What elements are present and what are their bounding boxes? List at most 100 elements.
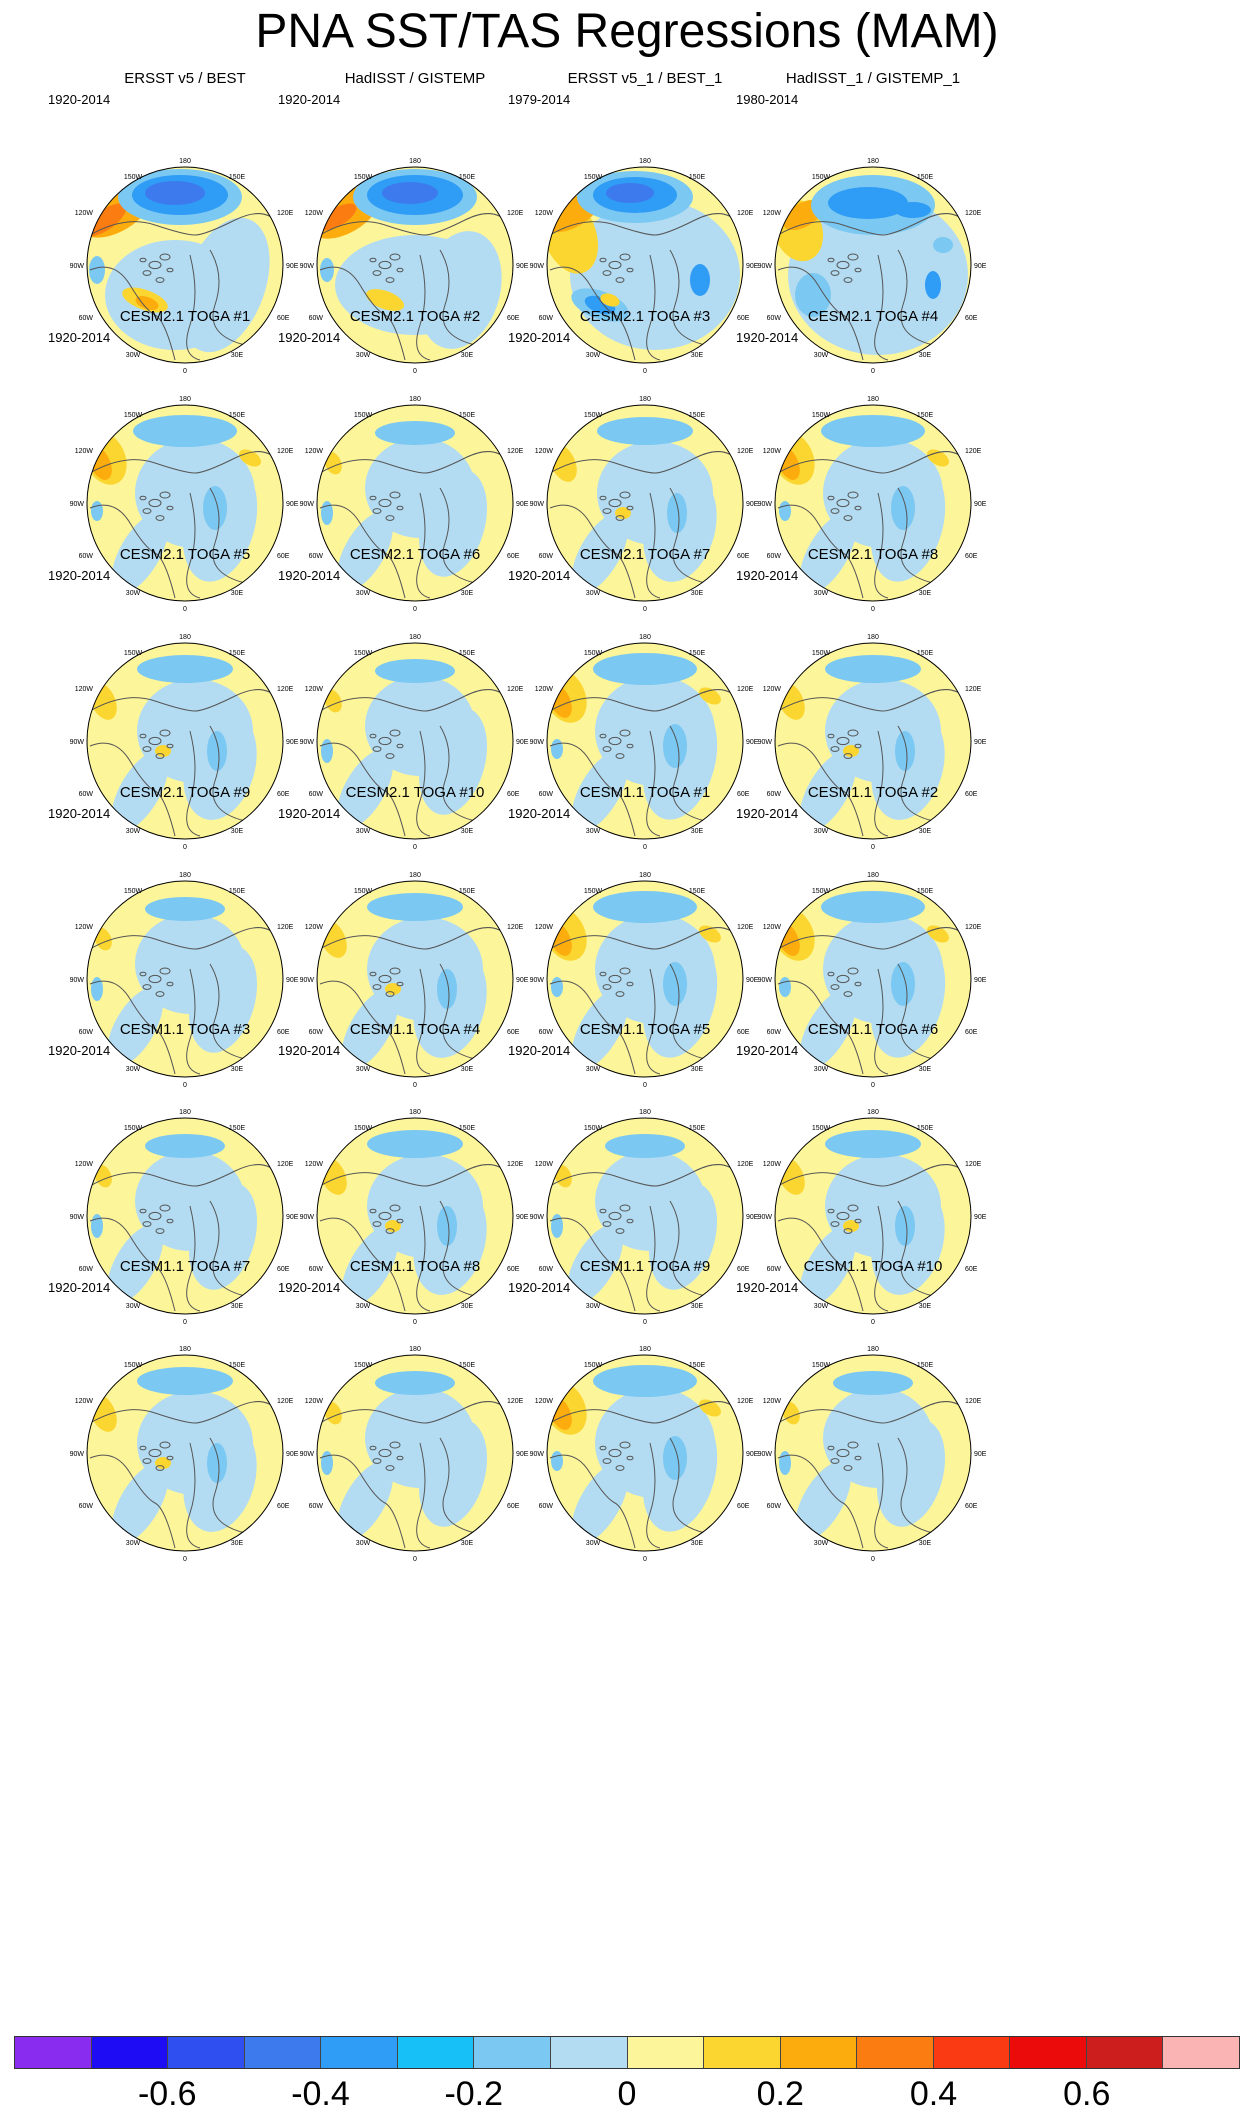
coastlines	[89, 451, 281, 599]
island-outline	[847, 491, 859, 499]
map-panel: 180 150W 150E 120W 120E 90W 90E 60W 60E 30W 30E 0 CE…	[490, 1258, 800, 1578]
coastline	[439, 1200, 476, 1297]
coastline	[777, 504, 864, 599]
coastline	[646, 492, 661, 599]
longitude-label: 150W	[584, 1362, 603, 1369]
longitude-label: 0	[871, 844, 875, 851]
field-contour	[606, 183, 654, 203]
island-outline	[602, 984, 612, 990]
longitude-label: 120E	[507, 924, 524, 931]
coastline	[439, 249, 476, 346]
longitude-label: 150W	[812, 650, 831, 657]
panel-title: CESM1.1 TOGA #7	[119, 1258, 251, 1275]
longitude-label: 30W	[586, 828, 601, 835]
coastline	[646, 1442, 661, 1549]
coastline	[874, 1205, 889, 1312]
field-contour	[385, 983, 401, 995]
polar-map: 180 150W 150E 120W 120E 90W 90E 60W 60E 30W 30E 0	[758, 634, 987, 851]
longitude-label: 30E	[461, 352, 474, 359]
island-outline	[148, 1211, 162, 1221]
longitude-label: 180	[867, 872, 879, 879]
longitude-label: 120W	[763, 448, 782, 455]
longitude-label: 180	[639, 396, 651, 403]
longitude-label: 120W	[763, 924, 782, 931]
longitude-label: 0	[871, 368, 875, 375]
polar-map: 180 150W 150E 120W 120E 90W 90E 60W 60E 30W 30E 0	[530, 158, 759, 375]
longitude-label: 180	[867, 634, 879, 641]
field-contour	[89, 256, 105, 284]
field-contour	[375, 421, 455, 445]
longitude-label: 0	[413, 844, 417, 851]
island-outline	[385, 515, 395, 521]
field-contour	[341, 988, 399, 1070]
longitude-label: 0	[413, 1319, 417, 1326]
longitude-label: 120W	[305, 1398, 324, 1405]
colorbar-swatch	[168, 2037, 245, 2068]
longitude-label: 90E	[746, 263, 759, 270]
polar-map: 180 150W 150E 120W 120E 90W 90E 60W 60E 30W 30E 0	[758, 158, 987, 375]
longitude-label: 90W	[70, 1451, 85, 1458]
field-contour	[91, 1214, 103, 1238]
island-outline	[159, 1441, 171, 1449]
field-contour	[367, 1130, 463, 1158]
panel-title: CESM2.1 TOGA #7	[579, 546, 711, 563]
island-outline	[847, 253, 859, 261]
coastlines	[319, 927, 511, 1075]
coastline	[874, 968, 889, 1075]
map-border	[86, 1354, 284, 1552]
island-outline	[827, 495, 835, 501]
island-outline	[615, 991, 625, 997]
coastline	[897, 487, 934, 584]
longitude-label: 90W	[758, 1451, 773, 1458]
island-outline	[148, 1448, 162, 1458]
longitude-label: 120W	[75, 448, 94, 455]
longitude-label: 120E	[507, 686, 524, 693]
map-panel: 180 150W 150E 120W 120E 90W 90E 60W 60E 30W 30E 0 Ha…	[260, 70, 570, 390]
island-outline	[599, 733, 607, 739]
regression-field	[775, 643, 971, 839]
field-contour	[203, 486, 227, 530]
longitude-label: 90E	[516, 739, 529, 746]
island-outline	[608, 1211, 622, 1221]
map-panel: 180 150W 150E 120W 120E 90W 90E 60W 60E 30W 30E 0 CE…	[30, 784, 340, 1104]
longitude-label: 0	[871, 1319, 875, 1326]
field-contour	[317, 203, 357, 231]
field-contour	[833, 1371, 913, 1395]
coastline	[319, 1217, 406, 1312]
field-contour	[795, 1461, 852, 1541]
longitude-label: 150E	[917, 1125, 934, 1132]
field-contour	[593, 653, 697, 685]
longitude-label: 90W	[300, 263, 315, 270]
island-outline	[599, 257, 607, 263]
island-outline	[155, 277, 165, 283]
longitude-label: 60E	[277, 1266, 290, 1273]
island-outline	[166, 267, 174, 273]
island-outline	[619, 1441, 631, 1449]
field-contour	[667, 493, 687, 533]
regression-field	[317, 1355, 513, 1551]
longitude-label: 90W	[530, 1451, 545, 1458]
longitude-label: 30E	[231, 828, 244, 835]
coastline	[89, 1217, 176, 1312]
field-contour	[795, 273, 831, 317]
regression-field	[87, 167, 283, 363]
polar-map: 180 150W 150E 120W 120E 90W 90E 60W 60E 30W 30E 0	[530, 396, 759, 613]
longitude-label: 120W	[763, 1398, 782, 1405]
island-outline	[626, 1455, 634, 1461]
longitude-label: 90W	[300, 977, 315, 984]
island-outline	[843, 515, 853, 521]
coastline	[209, 487, 246, 584]
island-outline	[148, 736, 162, 746]
panel-title: HadISST_1 / GISTEMP_1	[785, 70, 961, 87]
coastline	[89, 742, 176, 837]
longitude-label: 90E	[974, 739, 987, 746]
field-contour	[925, 271, 941, 299]
coastline	[549, 927, 741, 950]
island-outline	[378, 1448, 392, 1458]
longitude-label: 30E	[461, 590, 474, 597]
longitude-label: 0	[871, 606, 875, 613]
coastline	[319, 1164, 511, 1187]
longitude-label: 60W	[309, 553, 324, 560]
coastline	[897, 249, 934, 346]
field-contour	[180, 217, 270, 353]
